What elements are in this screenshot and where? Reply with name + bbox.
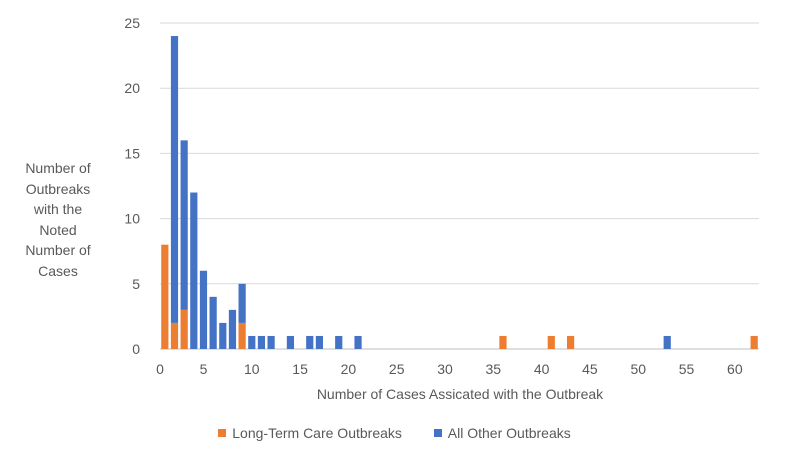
y-axis-label-line: Outbreaks	[25, 180, 91, 197]
x-tick-label: 35	[486, 361, 502, 377]
x-tick-label: 60	[727, 361, 743, 377]
y-axis-label-line: with the	[33, 201, 83, 217]
bar	[180, 309, 188, 349]
legend-swatch-blue	[433, 429, 442, 437]
bar	[170, 36, 179, 323]
gridlines	[160, 22, 759, 350]
bars	[161, 36, 758, 349]
bar	[335, 335, 343, 349]
x-tick-label: 5	[200, 361, 208, 377]
y-tick-label: 20	[124, 80, 140, 96]
x-axis-label: Number of Cases Assicated with the Outbr…	[316, 386, 604, 402]
y-tick-label: 25	[124, 15, 140, 31]
x-tick-label: 50	[630, 361, 646, 377]
bar	[750, 335, 758, 349]
bar	[228, 309, 237, 349]
bar	[267, 335, 275, 349]
bar	[180, 140, 188, 310]
bar	[199, 270, 208, 349]
bar	[286, 335, 295, 349]
y-tick-label: 10	[124, 211, 140, 227]
bar	[567, 335, 575, 349]
bar	[190, 192, 198, 349]
x-tick-label: 25	[389, 361, 405, 377]
y-axis-label-line: Number of	[25, 242, 91, 258]
legend-label: All Other Outbreaks	[447, 425, 571, 441]
y-tick-label: 5	[132, 276, 140, 292]
bar	[306, 335, 314, 349]
y-axis-label: Number of Outbreaks with the Noted Numbe…	[8, 158, 108, 281]
x-tick-label: 15	[292, 361, 308, 377]
y-axis-label-line: Number of	[25, 160, 91, 176]
bar	[161, 244, 169, 349]
legend-item-all-other: All Other Outbreaks	[433, 425, 571, 441]
bar	[238, 283, 246, 323]
x-tick-labels: 0 5 10 15 20 25 30 35 40 45 50 55 60	[156, 361, 743, 377]
bar	[354, 335, 362, 349]
y-tick-labels: 0 5 10 15 20 25	[124, 15, 140, 357]
bar	[209, 296, 217, 349]
x-tick-label: 10	[244, 361, 260, 377]
y-axis-label-line: Noted	[39, 221, 77, 238]
x-tick-label: 40	[534, 361, 550, 377]
y-tick-label: 15	[124, 145, 140, 161]
bar	[238, 322, 246, 349]
x-tick-label: 20	[341, 361, 357, 377]
bar	[257, 335, 266, 349]
bar	[499, 335, 507, 349]
x-tick-label: 0	[156, 361, 164, 377]
bar	[663, 335, 671, 349]
bar	[219, 322, 227, 349]
y-axis-label-line: Cases	[38, 262, 78, 279]
x-tick-label: 45	[582, 361, 598, 377]
bar	[248, 335, 256, 349]
legend-label: Long-Term Care Outbreaks	[232, 425, 402, 441]
bar	[170, 322, 179, 349]
x-tick-label: 30	[437, 361, 453, 377]
y-tick-label: 0	[132, 341, 140, 357]
x-tick-label: 55	[679, 361, 695, 377]
legend-swatch-orange	[218, 429, 227, 437]
legend: Long-Term Care Outbreaks All Other Outbr…	[0, 424, 789, 441]
bar	[315, 335, 324, 349]
bar	[547, 335, 555, 349]
legend-item-long-term-care: Long-Term Care Outbreaks	[218, 425, 402, 441]
